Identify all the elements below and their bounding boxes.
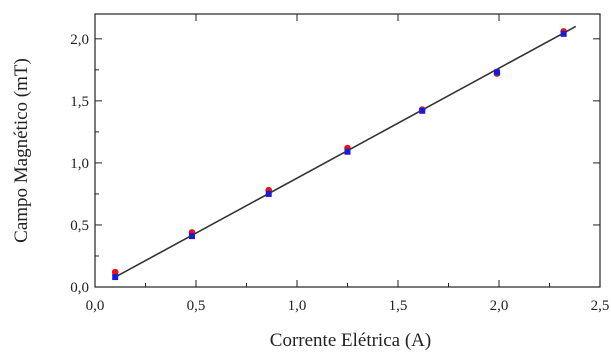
y-tick-label: 2,0	[70, 32, 89, 48]
x-tick-label: 2,5	[591, 298, 610, 314]
y-tick-label: 1,5	[70, 94, 89, 110]
data-point-blue	[344, 148, 351, 155]
axis-ticks	[94, 14, 601, 288]
x-tick-label: 1,5	[389, 298, 408, 314]
x-axis-title: Corrente Elétrica (A)	[270, 330, 431, 351]
x-tick-label: 0,0	[86, 298, 105, 314]
data-points	[111, 28, 567, 281]
x-tick-label: 1,0	[288, 298, 307, 314]
data-point-blue	[419, 107, 426, 114]
data-point-blue	[112, 274, 119, 281]
y-tick-label: 1,0	[70, 156, 89, 172]
y-axis-title: Campo Magnético (mT)	[11, 58, 32, 243]
data-point-blue	[265, 190, 272, 197]
data-point-blue	[493, 69, 500, 76]
x-tick-label: 0,5	[187, 298, 206, 314]
x-tick-label: 2,0	[490, 298, 509, 314]
data-point-blue	[560, 30, 567, 37]
axis-tick-labels: 0,0 0,5 1,0 1,5 2,0 2,5 0,0 0,5 1,0 1,5 2,0	[70, 32, 609, 314]
data-point-red	[111, 268, 119, 276]
data-point-blue	[188, 233, 195, 240]
y-tick-label: 0,0	[70, 280, 89, 296]
y-tick-label: 0,5	[70, 218, 89, 234]
